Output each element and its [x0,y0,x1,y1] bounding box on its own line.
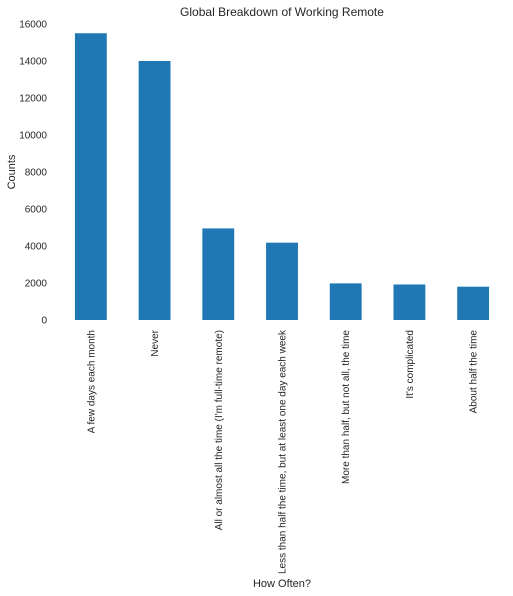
x-tick-label: More than half, but not all, the time [341,330,352,484]
x-tick-label: All or almost all the time (I'm full-tim… [214,330,225,530]
bar [457,286,490,320]
y-tick-label: 14000 [19,57,47,68]
bars [74,33,490,320]
y-tick-label: 4000 [25,242,48,253]
x-tick-label: Less than half the time, but at least on… [278,329,289,574]
x-tick-label: A few days each month [86,330,97,433]
x-tick-label: It's complicated [405,330,416,399]
y-tick-label: 16000 [19,20,47,31]
x-axis-ticks: A few days each month Never All or almost … [86,329,479,574]
y-tick-label: 0 [41,316,47,327]
y-tick-label: 2000 [25,279,48,290]
bar [393,284,426,320]
bar [202,228,235,320]
x-axis-title: How Often? [253,578,311,590]
x-tick-label: About half the time [469,330,480,414]
bar [138,61,171,320]
y-tick-label: 8000 [25,168,48,179]
y-tick-label: 12000 [19,94,47,105]
chart-title: Global Breakdown of Working Remote [180,5,384,19]
y-tick-label: 10000 [19,131,47,142]
bar [74,33,107,320]
y-tick-label: 6000 [25,205,48,216]
y-axis-title: Counts [6,154,18,189]
y-axis-ticks: 0 2000 4000 6000 8000 10000 12000 14000 16000 [19,20,47,327]
bar [329,283,362,320]
bar [266,242,298,320]
x-tick-label: Never [150,329,161,356]
